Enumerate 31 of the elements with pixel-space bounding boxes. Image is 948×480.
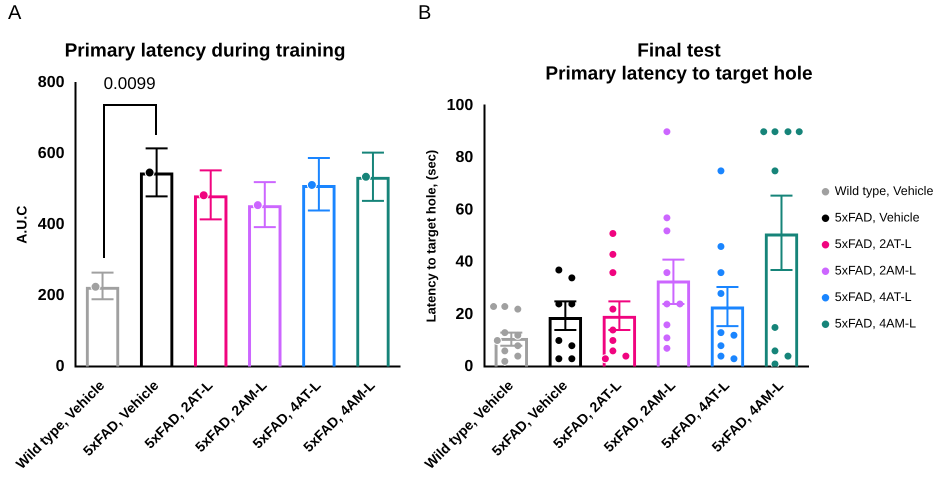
point xyxy=(90,282,101,292)
legend-label: 5xFAD, Vehicle xyxy=(834,210,920,225)
chart-title: Final test xyxy=(637,40,722,62)
y-axis-title: A.U.C xyxy=(13,206,30,244)
point xyxy=(144,168,155,178)
text: B xyxy=(418,2,432,25)
point xyxy=(306,180,317,190)
y-tick-label: 80 xyxy=(456,149,474,166)
y-tick-label: 0 xyxy=(56,358,65,375)
y-tick-label: 60 xyxy=(456,201,474,218)
y-tick-label: 600 xyxy=(38,145,65,162)
y-tick-label: 0 xyxy=(464,358,474,375)
y-tick-label: 400 xyxy=(38,216,65,234)
y-tick-label: 200 xyxy=(38,287,65,304)
legend-label: Wild type, Vehicle xyxy=(834,184,934,198)
legend-label: 5xFAD, 2AT-L xyxy=(834,237,912,252)
annotation: 0.0099 xyxy=(104,74,156,94)
point xyxy=(198,190,209,200)
point xyxy=(252,200,263,210)
text: A xyxy=(8,2,22,25)
legend-label: 5xFAD, 2AM-L xyxy=(834,264,916,278)
chart-title: Primary latency during training xyxy=(64,40,346,62)
legend-label: 5xFAD, 4AT-L xyxy=(834,290,912,304)
chart-subtitle: Primary latency to target hole xyxy=(545,63,813,84)
y-tick-label: 100 xyxy=(446,97,474,114)
y-tick-label: 40 xyxy=(456,254,474,271)
y-tick-label: 20 xyxy=(456,306,474,323)
point xyxy=(360,172,371,182)
legend-label: 5xFAD, 4AM-L xyxy=(834,316,916,331)
y-axis-title: Latency to target hole, (sec) xyxy=(423,150,438,322)
y-tick-label: 800 xyxy=(38,74,65,92)
